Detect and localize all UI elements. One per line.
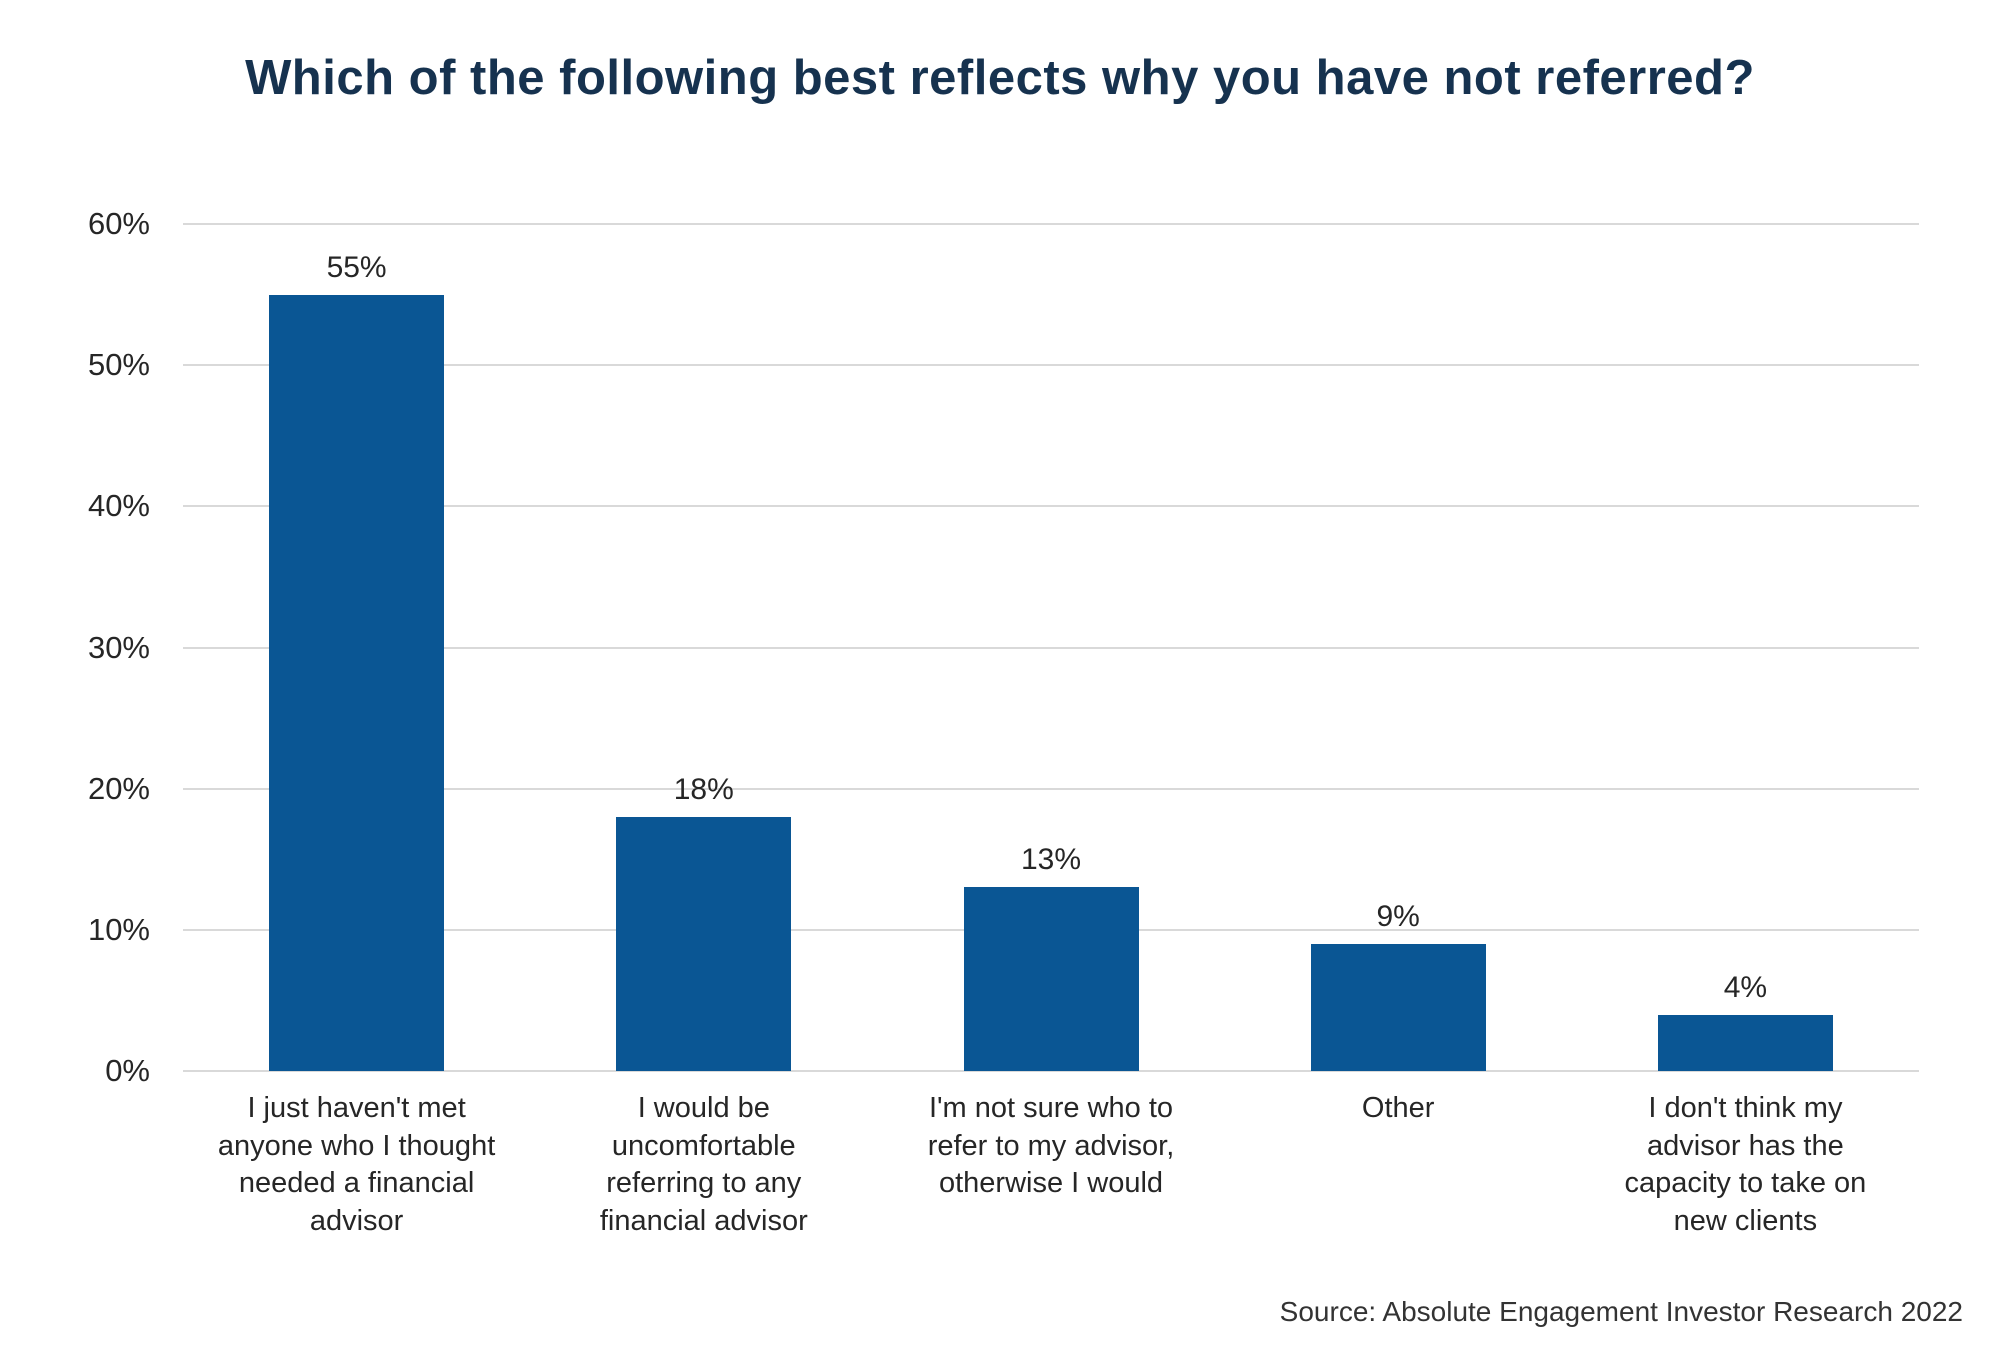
bar-4 [1310,943,1486,1071]
bar-value-label-2: 18% [673,772,734,806]
y-tick-label-60pct: 60% [87,206,150,241]
chart-title: Which of the following best reflects why… [245,51,1755,105]
y-tick-label-30pct: 30% [87,629,150,665]
y-tick-label-10pct: 10% [87,911,150,947]
bar-value-label-3: 13% [1020,843,1081,877]
y-tick-label-50pct: 50% [87,347,150,383]
bar-1 [269,294,445,1071]
gridline-0pct [183,1070,1919,1072]
x-tick-label-3: I'm not sure who to refer to my advisor, o… [927,1092,1175,1199]
gridline-20pct [183,787,1919,790]
x-tick-label-5: I don't think my advisor has the capacity … [1624,1092,1867,1237]
y-tick-label-20pct: 20% [87,770,150,806]
gridline-50pct [183,364,1919,367]
source-note: Source: Absolute Engagement Investor Res… [1279,1296,1963,1327]
gridline-30pct [183,646,1919,649]
bar-3 [963,887,1139,1071]
y-tick-label-40pct: 40% [87,488,150,524]
gridline-40pct [183,505,1919,508]
bar-2 [616,816,792,1071]
plot-area: 55% 18% 13% 9% 4% [183,223,1919,1072]
x-tick-label-2: I would be uncomfortable referring to any f… [599,1092,808,1237]
x-tick-label-1: I just haven't met anyone who I thought ne… [217,1092,496,1237]
gridline-60pct [183,223,1919,225]
x-tick-label-4: Other [1361,1092,1435,1124]
bar-value-label-5: 4% [1723,970,1768,1004]
bar-5 [1657,1014,1833,1071]
bar-value-label-4: 9% [1376,899,1420,933]
y-tick-label-0pct: 0% [105,1053,150,1088]
bar-value-label-1: 55% [326,250,387,284]
